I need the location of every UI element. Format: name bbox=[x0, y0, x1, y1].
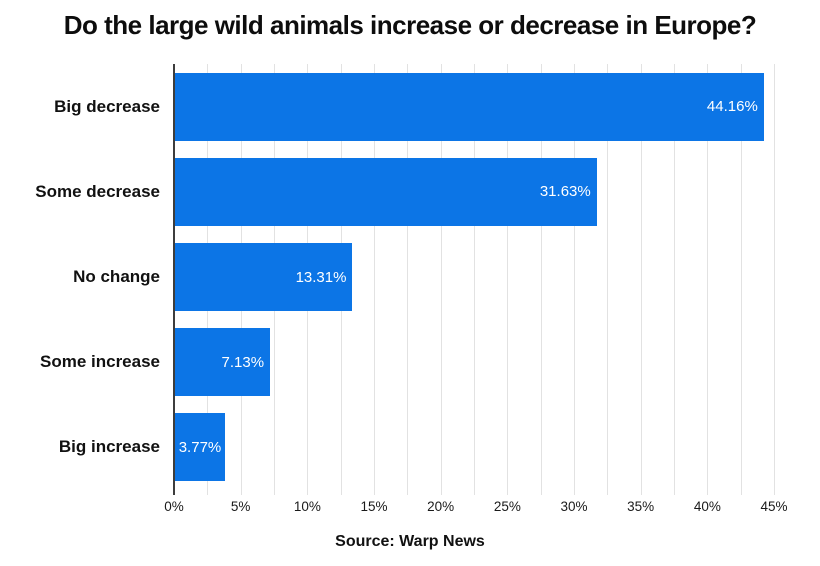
chart-title: Do the large wild animals increase or de… bbox=[63, 10, 757, 40]
bar-value-label: 13.31% bbox=[295, 268, 347, 286]
bar: 31.63% bbox=[175, 157, 597, 226]
x-axis-tick-label: 15% bbox=[360, 499, 388, 514]
gridline bbox=[540, 64, 542, 495]
gridline bbox=[740, 64, 742, 495]
category-label: Big decrease bbox=[54, 96, 160, 116]
x-axis-tick-label: 30% bbox=[560, 499, 588, 514]
x-axis-tick-label: 20% bbox=[427, 499, 455, 514]
x-axis-tick-label: 0% bbox=[164, 499, 184, 514]
category-label: Big increase bbox=[58, 437, 160, 457]
bar: 3.77% bbox=[175, 413, 226, 482]
category-label: No change bbox=[73, 266, 160, 286]
gridline bbox=[474, 64, 475, 495]
x-axis-tick-label: 10% bbox=[293, 499, 321, 514]
bar: 44.16% bbox=[175, 72, 764, 141]
x-axis-tick-label: 45% bbox=[760, 499, 788, 514]
x-axis-tick-label: 35% bbox=[627, 499, 655, 514]
bar: 7.13% bbox=[175, 328, 271, 397]
bar: 13.31% bbox=[175, 243, 353, 311]
x-axis-tick-label: 25% bbox=[493, 499, 521, 514]
category-label: Some decrease bbox=[35, 181, 160, 201]
bar-value-label: 3.77% bbox=[178, 438, 222, 456]
source-caption: Source: Warp News bbox=[335, 533, 485, 550]
x-axis-tick-label: 5% bbox=[230, 499, 251, 514]
gridline bbox=[674, 64, 675, 495]
gridline bbox=[774, 64, 775, 495]
bar-value-label: 31.63% bbox=[539, 183, 591, 201]
gridline bbox=[574, 64, 575, 495]
gridline bbox=[607, 64, 609, 495]
bar-value-label: 7.13% bbox=[221, 353, 265, 371]
gridline bbox=[507, 64, 509, 495]
y-axis-line bbox=[173, 64, 175, 495]
x-axis-tick-label: 40% bbox=[693, 499, 721, 514]
gridline bbox=[640, 64, 642, 495]
category-label: Some increase bbox=[39, 352, 160, 372]
gridline bbox=[407, 64, 409, 495]
gridline bbox=[440, 64, 442, 495]
gridline bbox=[374, 64, 375, 495]
gridline bbox=[707, 64, 709, 495]
bar-value-label: 44.16% bbox=[706, 98, 758, 116]
